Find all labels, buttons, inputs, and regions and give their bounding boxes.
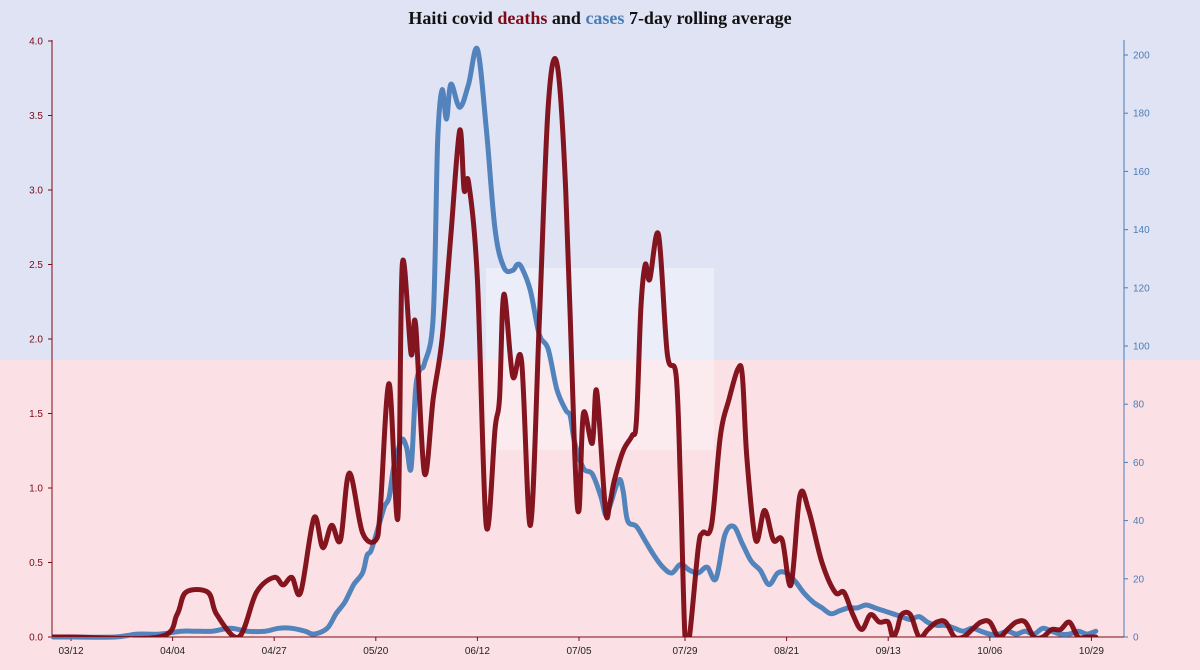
right-tick-label: 0 bbox=[1133, 633, 1139, 644]
left-tick-label: 3.5 bbox=[29, 111, 43, 122]
left-tick-label: 4.0 bbox=[29, 37, 43, 48]
chart-title: Haiti covid deaths and cases 7-day rolli… bbox=[0, 8, 1200, 29]
x-tick-label: 06/12 bbox=[465, 646, 490, 657]
right-tick-label: 140 bbox=[1133, 225, 1150, 236]
series-line-deaths bbox=[52, 56, 1099, 637]
series-layer bbox=[50, 45, 1099, 640]
x-tick-label: 07/29 bbox=[673, 646, 698, 657]
left-tick-label: 3.0 bbox=[29, 186, 43, 197]
title-deaths-word: deaths bbox=[497, 8, 548, 28]
x-tick-label: 10/29 bbox=[1079, 646, 1104, 657]
x-tick-label: 08/21 bbox=[774, 646, 799, 657]
right-tick-label: 120 bbox=[1133, 283, 1150, 294]
x-tick-label: 04/04 bbox=[160, 646, 185, 657]
right-tick-label: 60 bbox=[1133, 458, 1145, 469]
series-line-cases bbox=[50, 45, 1099, 640]
left-tick-label: 1.0 bbox=[29, 484, 43, 495]
flag-blue-band bbox=[0, 0, 1200, 360]
right-tick-label: 200 bbox=[1133, 51, 1150, 62]
right-tick-label: 20 bbox=[1133, 574, 1145, 585]
right-tick-label: 160 bbox=[1133, 167, 1150, 178]
left-tick-label: 2.5 bbox=[29, 260, 43, 271]
axes: 0.0 0.5 1.0 1.5 2.0 2.5 3.0 3.5 4.0 0 20 40 60 80 100 1… bbox=[29, 37, 1150, 658]
x-tick-label: 05/20 bbox=[363, 646, 388, 657]
title-cases-word: cases bbox=[585, 8, 625, 28]
left-tick-label: 0.0 bbox=[29, 633, 43, 644]
right-tick-label: 40 bbox=[1133, 516, 1145, 527]
x-tick-label: 03/12 bbox=[58, 646, 83, 657]
title-middle: and bbox=[547, 8, 586, 28]
left-tick-label: 0.5 bbox=[29, 558, 43, 569]
right-tick-label: 80 bbox=[1133, 400, 1145, 411]
title-suffix: 7-day rolling average bbox=[624, 8, 792, 28]
right-tick-label: 100 bbox=[1133, 342, 1150, 353]
left-tick-label: 1.5 bbox=[29, 409, 43, 420]
right-tick-label: 180 bbox=[1133, 109, 1150, 120]
x-tick-label: 04/27 bbox=[262, 646, 287, 657]
left-tick-label: 2.0 bbox=[29, 335, 43, 346]
x-tick-label: 10/06 bbox=[977, 646, 1002, 657]
x-tick-label: 07/05 bbox=[566, 646, 591, 657]
x-tick-label: 09/13 bbox=[876, 646, 901, 657]
title-prefix: Haiti covid bbox=[408, 8, 498, 28]
